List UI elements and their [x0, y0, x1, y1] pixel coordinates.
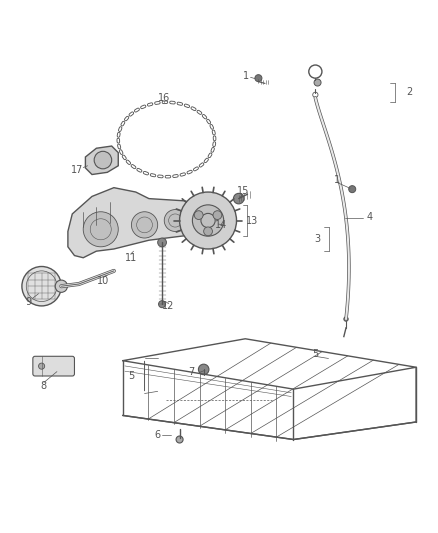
Circle shape — [180, 192, 237, 249]
Text: 5: 5 — [128, 371, 134, 381]
Circle shape — [255, 75, 262, 82]
Circle shape — [94, 151, 112, 169]
Text: 15: 15 — [237, 186, 249, 196]
Text: 2: 2 — [406, 87, 413, 97]
Text: 3: 3 — [314, 235, 321, 244]
Circle shape — [22, 266, 61, 306]
Text: 5: 5 — [312, 349, 318, 359]
Text: 6: 6 — [155, 430, 161, 440]
Circle shape — [164, 209, 186, 231]
Text: 12: 12 — [162, 301, 175, 311]
Text: 16: 16 — [158, 93, 170, 103]
Text: 1: 1 — [334, 175, 340, 185]
Text: 8: 8 — [41, 381, 47, 391]
Circle shape — [344, 317, 348, 321]
Circle shape — [158, 238, 166, 247]
Circle shape — [198, 364, 209, 375]
Circle shape — [39, 363, 45, 369]
Polygon shape — [85, 146, 118, 174]
Text: 14: 14 — [215, 220, 227, 230]
Circle shape — [192, 205, 224, 236]
Circle shape — [131, 212, 158, 238]
Text: 9: 9 — [25, 296, 32, 306]
Circle shape — [349, 185, 356, 192]
Circle shape — [213, 211, 222, 220]
Text: 4: 4 — [367, 213, 373, 222]
Circle shape — [194, 211, 203, 220]
Circle shape — [233, 193, 244, 204]
Circle shape — [176, 436, 183, 443]
Text: 10: 10 — [97, 276, 109, 286]
Circle shape — [314, 79, 321, 86]
Polygon shape — [68, 188, 219, 258]
Text: 1: 1 — [243, 71, 249, 81]
Circle shape — [83, 212, 118, 247]
Text: 11: 11 — [125, 253, 138, 263]
Text: 13: 13 — [246, 215, 258, 225]
Circle shape — [55, 280, 67, 292]
FancyBboxPatch shape — [33, 356, 74, 376]
Circle shape — [159, 301, 166, 308]
Text: 17: 17 — [71, 165, 83, 175]
Circle shape — [204, 227, 212, 236]
Text: 7: 7 — [189, 367, 195, 377]
